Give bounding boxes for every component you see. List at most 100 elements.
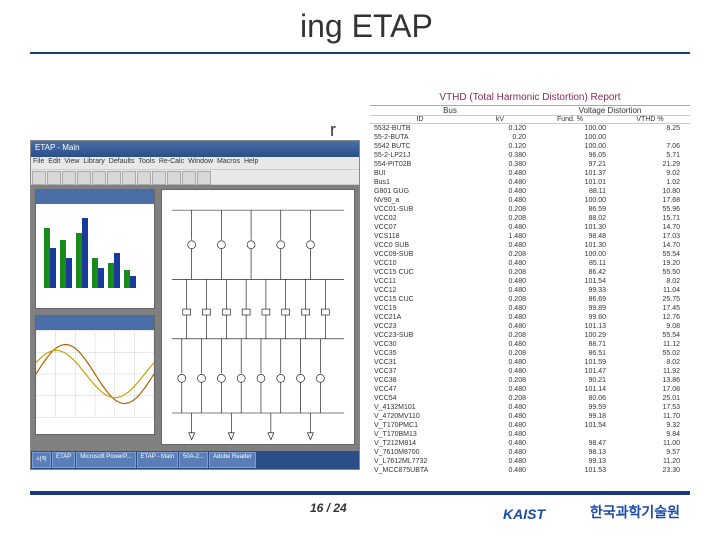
etap-menubar[interactable]: File Edit View Library DefaultsTools Re-Calc W… (31, 157, 359, 169)
report-cell-kv: 0.380 (470, 160, 530, 169)
toolbar-button[interactable] (62, 171, 76, 185)
report-row: 5532-BUTB0.120100.008.25 (370, 124, 690, 133)
report-cell-id: V_T170BM13 (370, 430, 470, 439)
bar-series-b (50, 248, 56, 288)
report-cell-id: VCC0 SUB (370, 241, 470, 250)
report-cell-kv: 0.480 (470, 259, 530, 268)
report-cell-fund: 86.59 (530, 205, 610, 214)
sine-wave-panel[interactable] (35, 315, 155, 435)
toolbar-button[interactable] (92, 171, 106, 185)
report-cell-vthd: 14.70 (610, 223, 690, 232)
taskbar-button[interactable]: 50A-2... (179, 452, 208, 468)
report-cell-vthd: 8.02 (610, 358, 690, 367)
report-cell-kv: 0.480 (470, 340, 530, 349)
toolbar-button[interactable] (152, 171, 166, 185)
report-cell-fund: 88.11 (530, 187, 610, 196)
report-cell-fund: 101.13 (530, 322, 610, 331)
etap-toolbar[interactable] (31, 169, 359, 185)
menu-file[interactable]: File (33, 158, 44, 168)
single-line-diagram-panel[interactable] (161, 189, 355, 445)
report-row: VCC020.20888.0215.71 (370, 214, 690, 223)
report-cell-fund: 100.00 (530, 133, 610, 142)
report-cell-vthd: 9.32 (610, 421, 690, 430)
report-cell-vthd: 11.00 (610, 439, 690, 448)
report-cell-id: Bus1 (370, 178, 470, 187)
report-row: VCC230.480101.139.08 (370, 322, 690, 331)
report-cell-kv: 0.480 (470, 313, 530, 322)
taskbar-button[interactable]: 시작 (32, 452, 51, 468)
report-cell-fund: 101.37 (530, 169, 610, 178)
bar-series-b (66, 258, 72, 288)
bar-chart-titlebar[interactable] (36, 190, 154, 204)
toolbar-button[interactable] (32, 171, 46, 185)
taskbar-button[interactable]: Microsoft PowerP... (76, 452, 135, 468)
report-row: VCC110.480101.548.02 (370, 277, 690, 286)
taskbar-button[interactable]: ETAP - Main (137, 452, 178, 468)
report-cell-fund: 86.51 (530, 349, 610, 358)
report-cell-id: NV90_a (370, 196, 470, 205)
report-cell-id: VCC31 (370, 358, 470, 367)
report-cell-id: V_MCC875UBTA (370, 466, 470, 474)
report-row: VCC15 CUC0.20886.4255.50 (370, 268, 690, 277)
toolbar-button[interactable] (137, 171, 151, 185)
report-cell-vthd: 5.71 (610, 151, 690, 160)
report-row: BUI0.480101.379.02 (370, 169, 690, 178)
report-cell-id: V_L7612ML7732 (370, 457, 470, 466)
report-cell-id: VCC15 CUC (370, 268, 470, 277)
report-cell-kv: 0.480 (470, 169, 530, 178)
etap-window: ETAP - Main File Edit View Library DefaultsT… (30, 140, 360, 470)
report-cell-kv: 1.480 (470, 232, 530, 241)
toolbar-button[interactable] (122, 171, 136, 185)
menu-view[interactable]: View (64, 158, 79, 168)
menu-re-calc[interactable]: Re-Calc (159, 158, 184, 168)
menu-defaults[interactable]: Defaults (109, 158, 135, 168)
report-cell-id: VCC47 (370, 385, 470, 394)
taskbar-button[interactable]: ETAP (52, 452, 75, 468)
etap-titlebar[interactable]: ETAP - Main (31, 141, 359, 157)
report-row: V_4720MV1100.48099.1811.70 (370, 412, 690, 421)
report-cell-vthd: 12.76 (610, 313, 690, 322)
report-cell-vthd: 17.53 (610, 403, 690, 412)
report-row: V_T170BM130.4809.84 (370, 430, 690, 439)
menu-window[interactable]: Window (188, 158, 213, 168)
menu-tools[interactable]: Tools (138, 158, 154, 168)
report-cell-id: VCC01-SUB (370, 205, 470, 214)
menu-edit[interactable]: Edit (48, 158, 60, 168)
report-cell-vthd: 17.08 (610, 385, 690, 394)
report-cell-kv: 0.480 (470, 421, 530, 430)
taskbar-button[interactable]: Adobe Reader (209, 452, 256, 468)
menu-library[interactable]: Library (83, 158, 104, 168)
menu-help[interactable]: Help (244, 158, 258, 168)
toolbar-button[interactable] (197, 171, 211, 185)
windows-taskbar[interactable]: 시작ETAPMicrosoft PowerP...ETAP - Main50A-… (31, 451, 359, 469)
report-cell-vthd: 14.70 (610, 241, 690, 250)
single-line-diagram[interactable] (162, 190, 354, 444)
report-row: VCC350.20886.5155.02 (370, 349, 690, 358)
report-cell-vthd: 55.96 (610, 205, 690, 214)
menu-macros[interactable]: Macros (217, 158, 240, 168)
sine-titlebar[interactable] (36, 316, 154, 330)
report-cell-vthd: 11.04 (610, 286, 690, 295)
report-cell-kv: 0.208 (470, 376, 530, 385)
report-cell-id: 554-PIT02B (370, 160, 470, 169)
toolbar-button[interactable] (182, 171, 196, 185)
report-cell-id: V_T170PMC1 (370, 421, 470, 430)
bar-chart-panel[interactable] (35, 189, 155, 309)
toolbar-button[interactable] (77, 171, 91, 185)
report-cell-vthd: 55.02 (610, 349, 690, 358)
report-cell-vthd: 11.20 (610, 457, 690, 466)
report-cell-vthd: 11.70 (610, 412, 690, 421)
report-row: VCC15 CUC0.20886.6925.75 (370, 295, 690, 304)
report-col-vthd: VTHD % (610, 116, 690, 123)
report-cell-kv: 0.480 (470, 403, 530, 412)
toolbar-button[interactable] (107, 171, 121, 185)
report-cell-kv: 0.208 (470, 205, 530, 214)
toolbar-button[interactable] (167, 171, 181, 185)
report-cell-vthd: 17.68 (610, 196, 690, 205)
report-cell-fund: 99.33 (530, 286, 610, 295)
report-cell-id: 55-2-LP21J (370, 151, 470, 160)
report-row: VCS1181.48098.4817.03 (370, 232, 690, 241)
report-cell-kv: 0.480 (470, 304, 530, 313)
report-cell-fund: 96.05 (530, 151, 610, 160)
toolbar-button[interactable] (47, 171, 61, 185)
